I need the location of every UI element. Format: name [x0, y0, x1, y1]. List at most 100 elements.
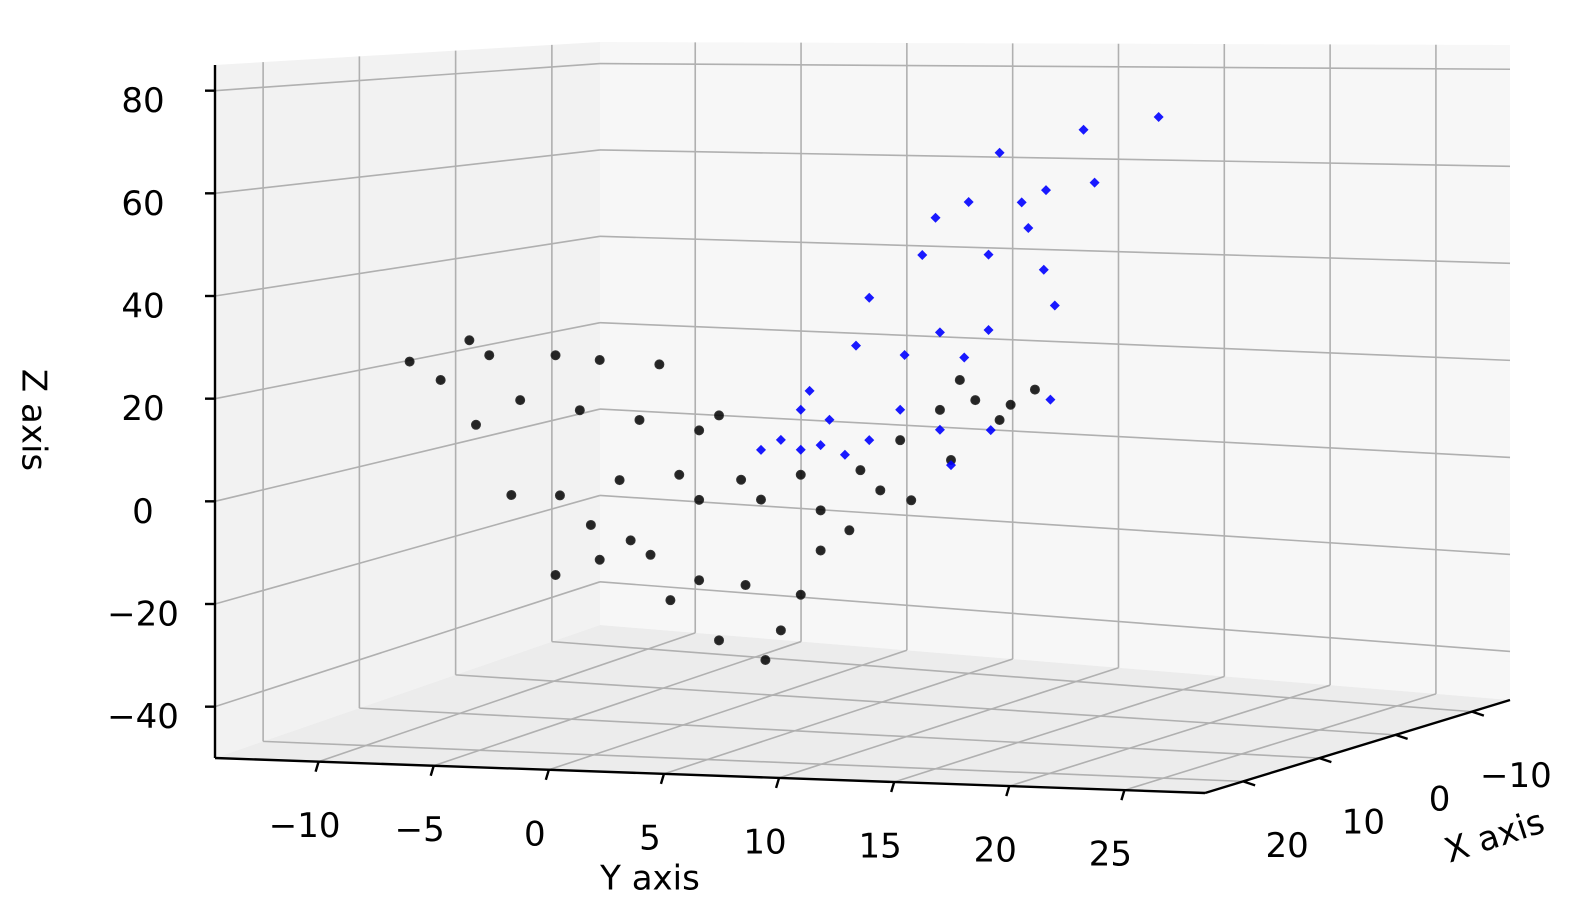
point [899, 350, 910, 361]
point [934, 404, 945, 415]
grid-line [599, 62, 1511, 71]
y-tick-label: 25 [1089, 835, 1132, 875]
point [674, 469, 685, 480]
point [795, 444, 806, 455]
point [795, 589, 806, 600]
point [714, 410, 725, 421]
point [484, 350, 495, 361]
x-tick-label: 0 [1429, 779, 1451, 819]
grid-line [599, 581, 1511, 653]
tick [659, 773, 666, 785]
x-tick-label: 10 [1342, 803, 1385, 843]
point [574, 405, 585, 416]
point [804, 385, 815, 396]
grid-line [599, 149, 1511, 168]
x-axis-label: X axis [1440, 802, 1550, 872]
point [839, 449, 850, 460]
grid-line [214, 235, 601, 297]
point [1005, 399, 1016, 410]
y-axis-label: Y axis [599, 859, 700, 899]
point [815, 505, 826, 516]
z-tick-label: 40 [121, 287, 164, 327]
point [895, 435, 906, 446]
point [594, 354, 605, 365]
tick [1005, 785, 1011, 797]
tick [774, 777, 781, 789]
point [963, 196, 974, 207]
grid-line [599, 408, 1511, 459]
y-tick-label: 10 [743, 822, 786, 862]
tick [314, 761, 320, 773]
point [464, 335, 475, 346]
point [864, 292, 875, 303]
point [470, 419, 481, 430]
point [795, 404, 806, 415]
point [906, 495, 917, 506]
y-tick-label: −5 [395, 810, 445, 850]
point [755, 444, 766, 455]
pane [215, 42, 600, 758]
point [634, 414, 645, 425]
point [775, 434, 786, 445]
grid-line [433, 640, 802, 767]
y-tick-label: 0 [524, 814, 546, 854]
grid-line [1009, 684, 1331, 787]
point [1029, 384, 1040, 395]
grid-line [599, 494, 1511, 556]
point [506, 490, 517, 501]
point [815, 545, 826, 556]
grid-line [214, 62, 601, 92]
point [994, 415, 1005, 426]
point [934, 327, 945, 338]
grid-line [599, 321, 1511, 362]
grid-line [778, 666, 1119, 779]
grid-line [893, 675, 1225, 783]
point [755, 494, 766, 505]
grid-line [214, 408, 601, 503]
tick [1120, 789, 1126, 801]
pane [600, 42, 1510, 700]
point [1049, 300, 1060, 311]
point [875, 485, 886, 496]
point [694, 575, 705, 586]
grid-line [455, 674, 1396, 736]
z-tick-label: 0 [132, 492, 154, 532]
grid-line [214, 149, 601, 195]
z-tick-label: 60 [121, 184, 164, 224]
point [945, 460, 956, 471]
x-axis-line [1204, 698, 1511, 795]
point [1089, 177, 1100, 188]
point [645, 549, 656, 560]
point [985, 425, 996, 436]
z-tick-label: 80 [121, 81, 164, 121]
point [550, 350, 561, 361]
point [850, 340, 861, 351]
point [665, 595, 676, 606]
grid-line [318, 632, 696, 763]
point [824, 414, 835, 425]
point [775, 625, 786, 636]
point [654, 359, 665, 370]
z-axis-label: Z axis [14, 369, 54, 471]
tick [1318, 756, 1332, 764]
point [1045, 394, 1056, 405]
point [930, 212, 941, 223]
grid-line [551, 640, 1472, 713]
point [1078, 124, 1089, 135]
grid-line [599, 235, 1511, 265]
grid-line [214, 494, 601, 605]
point [864, 435, 875, 446]
point [435, 374, 446, 385]
point [694, 425, 705, 436]
point [1038, 264, 1049, 275]
z-tick-label: 20 [121, 389, 164, 429]
point [1016, 197, 1027, 208]
grid-line [663, 658, 1013, 775]
point [625, 535, 636, 546]
tick [890, 781, 896, 793]
point [795, 469, 806, 480]
y-tick-label: −10 [269, 806, 341, 846]
point [994, 147, 1005, 158]
grid-line [359, 707, 1320, 759]
point [614, 475, 625, 486]
